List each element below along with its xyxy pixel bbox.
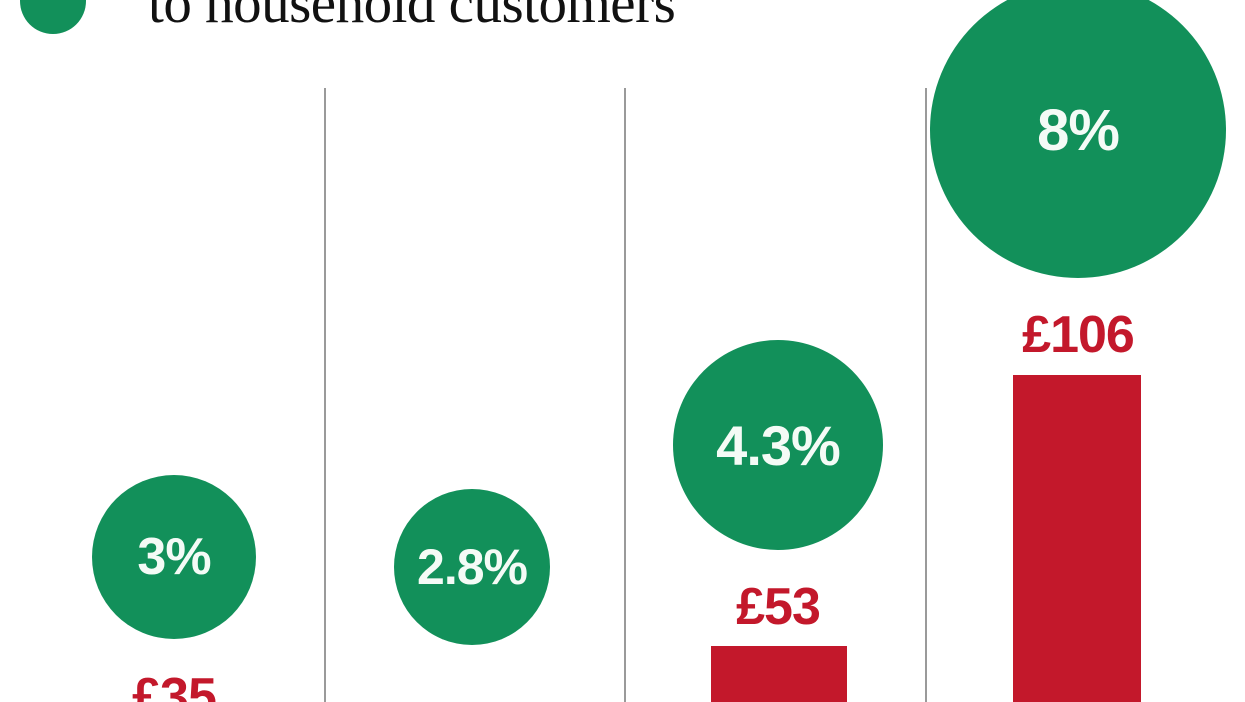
percentage-value-label: 2.8% <box>417 539 528 595</box>
amount-value-label: £53 <box>736 578 821 636</box>
amount-bar <box>1013 375 1141 702</box>
category-divider-3 <box>925 88 927 702</box>
amount-bar <box>711 646 847 702</box>
percentage-value-label: 4.3% <box>716 413 841 477</box>
category-divider-2 <box>624 88 626 702</box>
amount-value-label: £106 <box>1022 306 1135 364</box>
percentage-bubble: 2.8% <box>394 489 550 645</box>
category-divider-1 <box>324 88 326 702</box>
percentage-bubble: 4.3% <box>673 340 883 550</box>
percentage-bubble: 3% <box>92 475 256 639</box>
amount-value-label: £35 <box>132 668 217 702</box>
chart-header: to household customers <box>0 0 1245 62</box>
percentage-bubble: 8% <box>930 0 1226 278</box>
legend-green-circle-icon <box>20 0 86 34</box>
page-title: to household customers <box>148 0 676 35</box>
percentage-value-label: 8% <box>1037 97 1120 163</box>
percentage-value-label: 3% <box>137 528 211 586</box>
